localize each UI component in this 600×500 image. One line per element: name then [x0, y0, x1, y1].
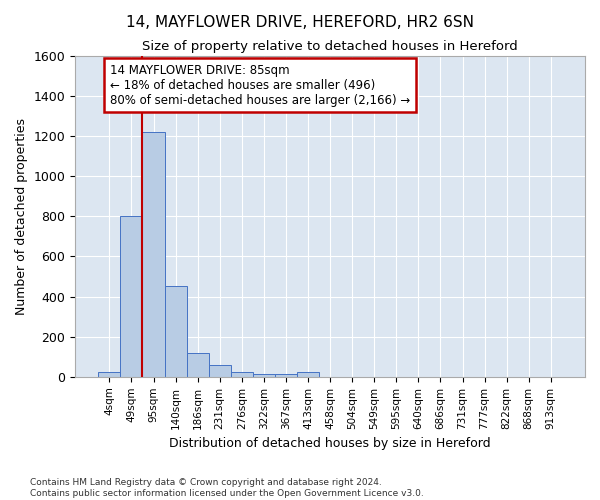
- Bar: [98, 372, 121, 377]
- Bar: [187, 352, 209, 377]
- Title: Size of property relative to detached houses in Hereford: Size of property relative to detached ho…: [142, 40, 518, 53]
- Bar: [297, 372, 319, 377]
- Text: Contains HM Land Registry data © Crown copyright and database right 2024.
Contai: Contains HM Land Registry data © Crown c…: [30, 478, 424, 498]
- Bar: [121, 216, 142, 377]
- Bar: [253, 374, 275, 377]
- Y-axis label: Number of detached properties: Number of detached properties: [15, 118, 28, 314]
- Bar: [164, 286, 187, 377]
- Text: 14 MAYFLOWER DRIVE: 85sqm
← 18% of detached houses are smaller (496)
80% of semi: 14 MAYFLOWER DRIVE: 85sqm ← 18% of detac…: [110, 64, 410, 106]
- Bar: [142, 132, 164, 377]
- Bar: [231, 372, 253, 377]
- Bar: [209, 365, 231, 377]
- Bar: [275, 374, 297, 377]
- Text: 14, MAYFLOWER DRIVE, HEREFORD, HR2 6SN: 14, MAYFLOWER DRIVE, HEREFORD, HR2 6SN: [126, 15, 474, 30]
- X-axis label: Distribution of detached houses by size in Hereford: Distribution of detached houses by size …: [169, 437, 491, 450]
